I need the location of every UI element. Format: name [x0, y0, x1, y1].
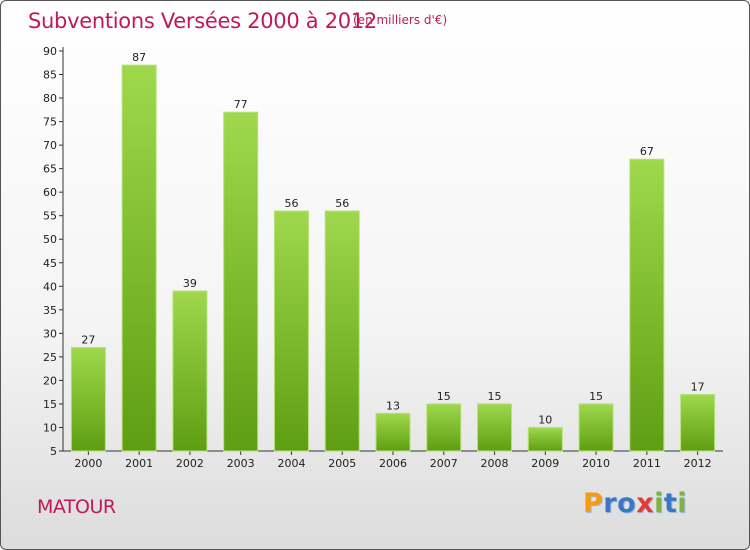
data-label-2002: 39 [183, 277, 197, 290]
bar-2006 [375, 412, 411, 452]
bar-2007 [426, 403, 462, 452]
x-tick-label-2009: 2009 [531, 457, 559, 470]
chart-bars: 27 87 39 77 56 56 13 15 15 10 15 67 17 [70, 51, 716, 452]
bar-2008 [477, 403, 513, 452]
data-label-2003: 77 [234, 98, 248, 111]
y-tick-label: 35 [43, 304, 57, 317]
y-tick-label: 75 [43, 116, 57, 129]
x-tick-label-2002: 2002 [176, 457, 204, 470]
brand-letter: i [654, 488, 664, 519]
data-label-2001: 87 [132, 51, 146, 64]
x-tick-label-2008: 2008 [481, 457, 509, 470]
x-tick-label-2007: 2007 [430, 457, 458, 470]
x-tick-label-2001: 2001 [125, 457, 153, 470]
x-tick-label-2000: 2000 [74, 457, 102, 470]
y-tick-label: 20 [43, 374, 57, 387]
commune-name: MATOUR [37, 496, 116, 518]
data-label-2004: 56 [284, 197, 298, 210]
bar-2004 [273, 210, 309, 452]
y-tick-label: 55 [43, 210, 57, 223]
data-label-2006: 13 [386, 399, 400, 412]
bar-2010 [578, 403, 614, 452]
x-tick-label-2006: 2006 [379, 457, 407, 470]
data-label-2010: 15 [589, 390, 603, 403]
bar-2001 [121, 64, 157, 452]
x-tick-label-2011: 2011 [633, 457, 661, 470]
bar-2000 [70, 346, 106, 452]
data-label-2012: 17 [691, 381, 705, 394]
brand-letter: x [636, 488, 655, 519]
brand-letter: P [583, 488, 604, 519]
y-tick-label: 70 [43, 139, 57, 152]
x-tick-label-2003: 2003 [227, 457, 255, 470]
y-tick-label: 25 [43, 351, 57, 364]
y-tick-label: 85 [43, 69, 57, 82]
brand-letter: o [617, 488, 637, 519]
proxiti-logo: Proxiti [583, 488, 687, 519]
y-tick-label: 5 [50, 445, 57, 458]
y-tick-label: 65 [43, 163, 57, 176]
y-tick-label: 90 [43, 45, 57, 58]
y-tick-label: 45 [43, 257, 57, 270]
y-tick-label: 40 [43, 280, 57, 293]
x-tick-label-2010: 2010 [582, 457, 610, 470]
chart-subtitle: (en milliers d'€) [353, 13, 448, 27]
chart-title: Subventions Versées 2000 à 2012 [28, 9, 377, 33]
brand-letter: t [663, 488, 678, 519]
chart-axes: 5 10 15 20 25 30 35 40 45 50 55 60 65 70 75 80 85 90 2000 2… [43, 45, 723, 470]
brand-letter: r [603, 488, 618, 519]
bar-2002 [172, 290, 208, 452]
x-tick-label-2012: 2012 [684, 457, 712, 470]
y-tick-label: 10 [43, 421, 57, 434]
data-label-2009: 10 [538, 413, 552, 426]
bar-2005 [324, 210, 360, 452]
data-label-2005: 56 [335, 197, 349, 210]
data-label-2008: 15 [488, 390, 502, 403]
y-tick-label: 80 [43, 92, 57, 105]
brand-letter: i [677, 488, 688, 519]
data-label-2007: 15 [437, 390, 451, 403]
data-label-2011: 67 [640, 145, 654, 158]
y-tick-label: 15 [43, 398, 57, 411]
bar-2009 [527, 426, 563, 452]
y-tick-label: 50 [43, 233, 57, 246]
data-label-2000: 27 [81, 333, 95, 346]
x-tick-label-2005: 2005 [328, 457, 356, 470]
x-tick-label-2004: 2004 [277, 457, 305, 470]
y-tick-label: 60 [43, 186, 57, 199]
bar-2011 [629, 158, 665, 452]
y-tick-label: 30 [43, 327, 57, 340]
bar-2003 [223, 111, 259, 452]
bar-2012 [680, 394, 716, 452]
